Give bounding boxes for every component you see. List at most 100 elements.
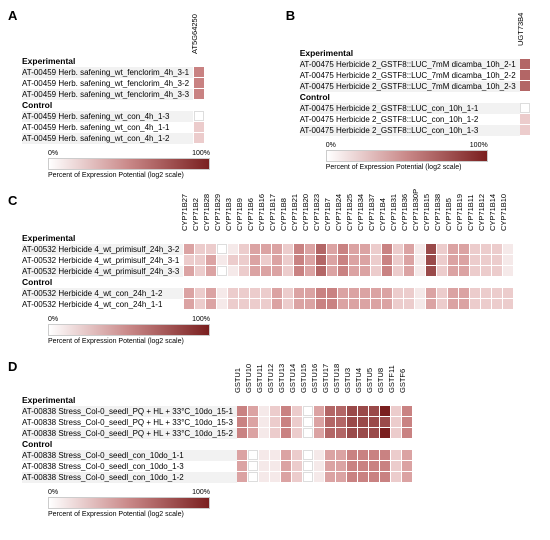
heat-cell	[349, 266, 359, 276]
row-label: AT-00532 Herbicide 4_wt_primisulf_24h_3-…	[22, 244, 183, 255]
heat-cell	[281, 450, 291, 460]
heat-cell	[492, 244, 502, 254]
heat-cell	[492, 255, 502, 265]
heat-cell	[228, 299, 238, 309]
heat-cell	[239, 288, 249, 298]
heat-cell	[305, 244, 315, 254]
heat-cell	[259, 406, 269, 416]
heat-row	[193, 67, 204, 78]
heat-cell	[358, 472, 368, 482]
heat-cell	[347, 417, 357, 427]
heat-row	[183, 288, 513, 299]
heat-cell	[448, 299, 458, 309]
section-title: Control	[22, 439, 237, 450]
heat-cell	[426, 255, 436, 265]
heat-cell	[360, 299, 370, 309]
heat-cell	[184, 288, 194, 298]
heat-cell	[481, 288, 491, 298]
heat-cell	[391, 472, 401, 482]
heat-cell	[303, 472, 313, 482]
heat-cell	[184, 255, 194, 265]
heat-cell	[448, 288, 458, 298]
heat-cell	[369, 417, 379, 427]
heat-cell	[470, 266, 480, 276]
heat-cell	[281, 472, 291, 482]
row-label: AT-00459 Herb. safening_wt_fenclorim_4h_…	[22, 89, 193, 100]
heat-cell	[272, 244, 282, 254]
heat-cell	[347, 450, 357, 460]
heat-cell	[316, 288, 326, 298]
heat-cell	[294, 255, 304, 265]
row-label: AT-00532 Herbicide 4_wt_con_24h_1-2	[22, 288, 183, 299]
heat-cell	[336, 461, 346, 471]
heat-cell	[303, 450, 313, 460]
heat-cell	[217, 255, 227, 265]
heat-cell	[338, 266, 348, 276]
heat-cell	[206, 299, 216, 309]
legend: 0%100%Percent of Expression Potential (l…	[48, 489, 542, 518]
heat-cell	[369, 450, 379, 460]
row-label: AT-00838 Stress_Col-0_seedl_con_10do_1-3	[22, 461, 237, 472]
heat-cell	[347, 428, 357, 438]
heat-cell	[195, 266, 205, 276]
heat-cell	[402, 450, 412, 460]
heat-cell	[327, 255, 337, 265]
heat-cell	[272, 266, 282, 276]
heat-cell	[325, 472, 335, 482]
heat-cell	[206, 244, 216, 254]
heat-cell	[393, 244, 403, 254]
heat-cell	[194, 133, 204, 143]
section-title: Experimental	[22, 233, 183, 244]
heat-cell	[503, 255, 513, 265]
heat-cell	[250, 244, 260, 254]
heat-cell	[391, 461, 401, 471]
heat-cell	[195, 299, 205, 309]
heat-cell	[259, 428, 269, 438]
heat-cell	[369, 472, 379, 482]
heat-cell	[380, 428, 390, 438]
row-label: AT-00838 Stress_Col-0_seedl_PQ + HL + 33…	[22, 406, 237, 417]
row-label: AT-00532 Herbicide 4_wt_primisulf_24h_3-…	[22, 266, 183, 277]
heat-cell	[426, 244, 436, 254]
row-label: AT-00459 Herb. safening_wt_fenclorim_4h_…	[22, 67, 193, 78]
heat-cell	[237, 472, 247, 482]
heat-cell	[349, 244, 359, 254]
heat-row	[520, 70, 531, 81]
heat-cell	[393, 299, 403, 309]
row-label: AT-00459 Herb. safening_wt_con_4h_1-1	[22, 122, 193, 133]
heat-cell	[281, 428, 291, 438]
heat-cell	[492, 299, 502, 309]
heat-cell	[380, 406, 390, 416]
heat-cell	[316, 244, 326, 254]
heat-row	[193, 78, 204, 89]
row-label: AT-00838 Stress_Col-0_seedl_con_10do_1-2	[22, 472, 237, 483]
heat-row	[183, 255, 513, 266]
heat-cell	[237, 428, 247, 438]
heat-cell	[250, 266, 260, 276]
heat-cell	[283, 255, 293, 265]
heat-cell	[270, 461, 280, 471]
heat-row	[237, 428, 413, 439]
heat-cell	[259, 417, 269, 427]
row-label: AT-00475 Herbicide 2_GSTF8::LUC_con_10h_…	[300, 103, 520, 114]
heat-row	[520, 59, 531, 70]
heat-cell	[261, 266, 271, 276]
heat-row	[237, 450, 413, 461]
panel-a: AExperimentalAT-00459 Herb. safening_wt_…	[8, 8, 264, 179]
heat-cell	[184, 299, 194, 309]
heat-cell	[248, 472, 258, 482]
heat-cell	[228, 288, 238, 298]
row-label: AT-00838 Stress_Col-0_seedl_PQ + HL + 33…	[22, 428, 237, 439]
heat-cell	[415, 299, 425, 309]
heat-cell	[371, 255, 381, 265]
heat-cell	[402, 461, 412, 471]
heat-cell	[206, 288, 216, 298]
heat-cell	[248, 406, 258, 416]
heat-cell	[369, 428, 379, 438]
row-label: AT-00459 Herb. safening_wt_con_4h_1-2	[22, 133, 193, 144]
heat-cell	[404, 244, 414, 254]
heat-row	[520, 125, 531, 136]
heat-cell	[228, 266, 238, 276]
heat-cell	[195, 255, 205, 265]
heat-row	[193, 133, 204, 144]
